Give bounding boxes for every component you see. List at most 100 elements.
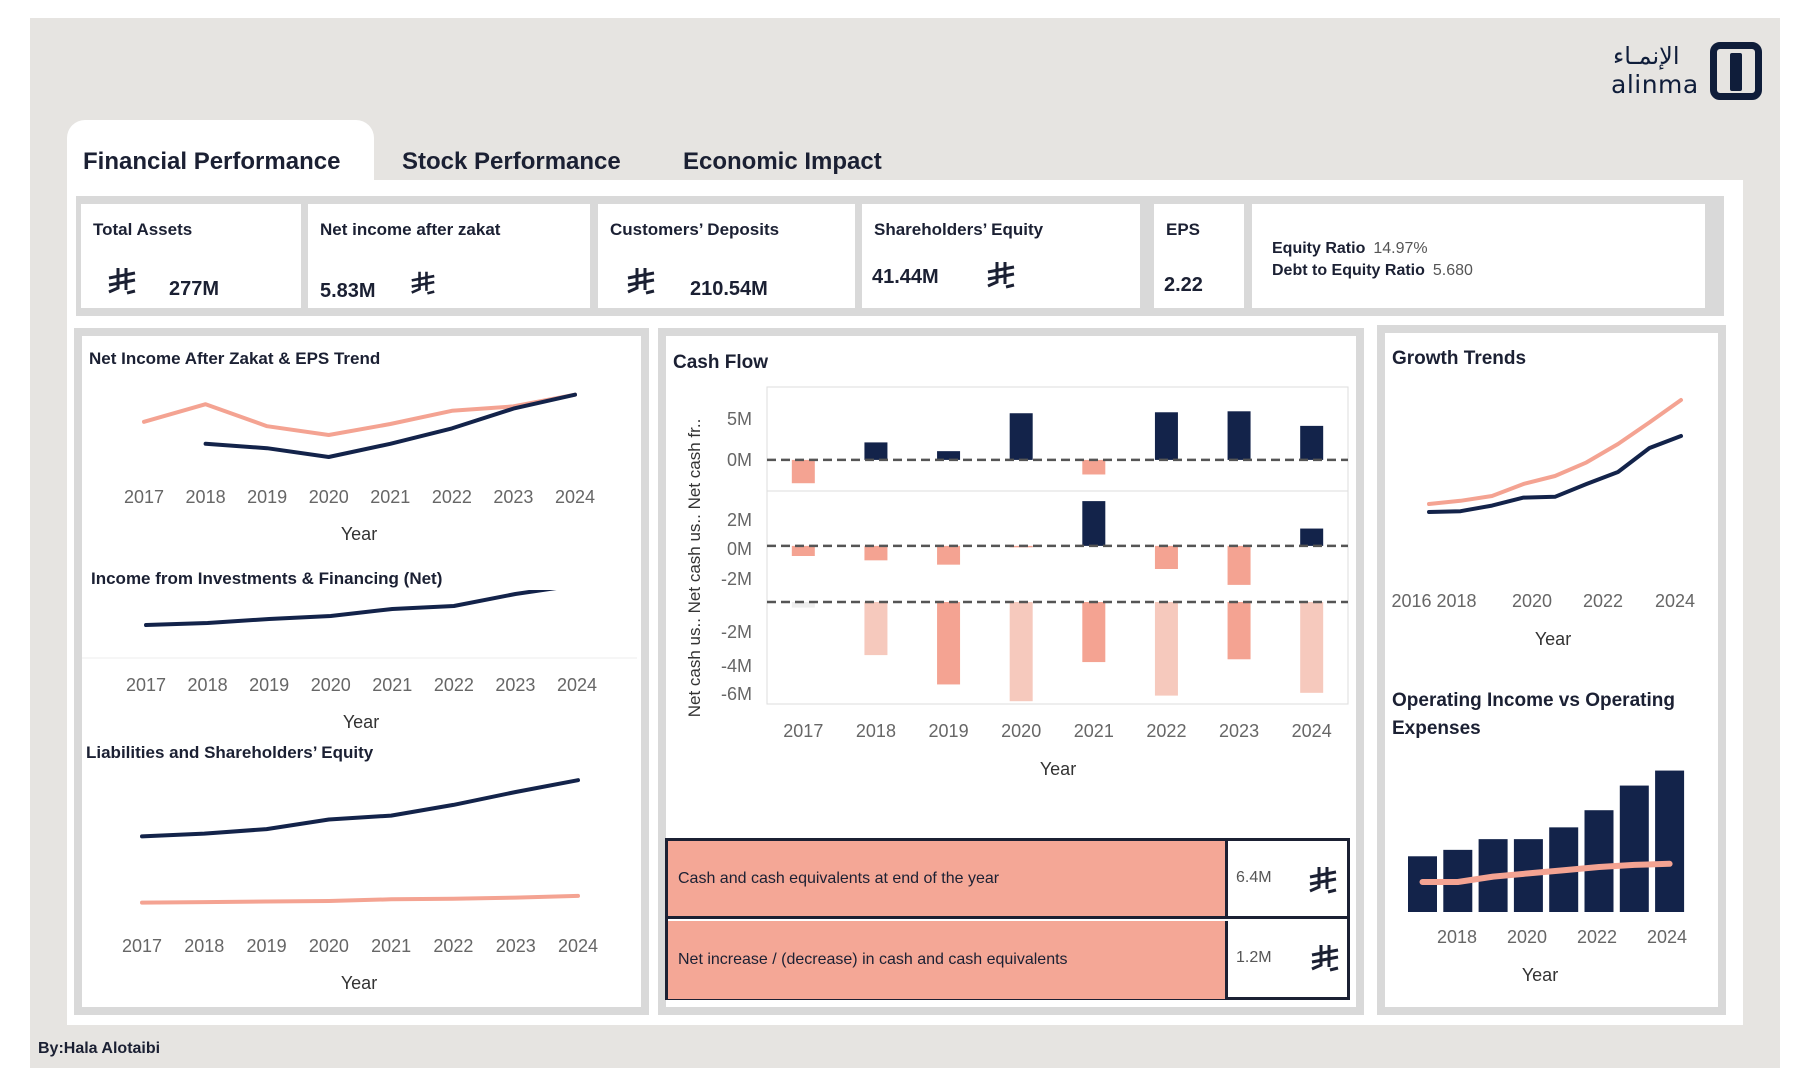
x-tick-label: 2022 bbox=[432, 487, 472, 507]
alinma-logo-icon bbox=[1710, 42, 1762, 100]
y-tick-label: -6M bbox=[721, 684, 752, 704]
y-tick-label: -2M bbox=[721, 569, 752, 589]
kpi-customers-deposits: Customers’ Deposits 210.54M bbox=[598, 204, 855, 308]
x-tick-label: 2019 bbox=[247, 487, 287, 507]
logo-arabic-text: الإنمـاء bbox=[1613, 42, 1680, 70]
debt-to-equity-ratio: Debt to Equity Ratio 5.680 bbox=[1272, 262, 1473, 280]
bar bbox=[1082, 602, 1106, 663]
x-tick-label: 2018 bbox=[856, 721, 896, 741]
tab-economic-impact[interactable]: Economic Impact bbox=[683, 148, 882, 175]
author-credit: By:Hala Alotaibi bbox=[38, 1040, 161, 1057]
bar bbox=[1227, 545, 1251, 585]
debt-equity-label: Debt to Equity Ratio bbox=[1272, 262, 1425, 279]
bar bbox=[791, 602, 815, 608]
x-tick-label: 2020 bbox=[1507, 927, 1547, 947]
series-line-expenses bbox=[1419, 860, 1673, 885]
x-tick-label: 2024 bbox=[1647, 927, 1687, 947]
saudi-riyal-symbol-icon bbox=[1309, 867, 1337, 894]
x-axis-label: Year bbox=[1040, 759, 1076, 779]
growth-trends-chart: 2016 2018 2020 2022 2024 Year bbox=[1391, 398, 1695, 649]
liabilities-equity-chart: 2017 2018 2019 2020 2021 2022 2023 2024 Year bbox=[122, 778, 598, 993]
tab-stock-performance[interactable]: Stock Performance bbox=[402, 148, 621, 175]
bar bbox=[937, 602, 961, 685]
x-tick-label: 2021 bbox=[372, 675, 412, 695]
x-tick-label: 2022 bbox=[1577, 927, 1617, 947]
series-line-1 bbox=[140, 893, 580, 905]
series-line-0 bbox=[1427, 398, 1683, 506]
bar bbox=[1300, 528, 1324, 546]
y-tick-label: 0M bbox=[727, 450, 752, 470]
cash-end-of-year-value: 6.4M bbox=[1236, 869, 1272, 886]
x-tick-label: 2018 bbox=[184, 936, 224, 956]
x-tick-label: 2021 bbox=[370, 487, 410, 507]
x-tick-label: 2024 bbox=[555, 487, 595, 507]
y-tick-label: 2M bbox=[727, 510, 752, 530]
x-tick-label: 2021 bbox=[1074, 721, 1114, 741]
bar bbox=[864, 602, 888, 656]
bar bbox=[1227, 411, 1251, 460]
x-tick-label: 2019 bbox=[247, 936, 287, 956]
x-axis-label: Year bbox=[341, 524, 377, 544]
chart-title-operating-income-expenses: Operating Income vs Operating Expenses bbox=[1392, 690, 1675, 739]
net-increase-value: 1.2M bbox=[1236, 949, 1272, 966]
cash-end-of-year-label: Cash and cash equivalents at end of the … bbox=[668, 841, 1228, 916]
debt-equity-value: 5.680 bbox=[1432, 262, 1473, 279]
x-tick-label: 2021 bbox=[371, 936, 411, 956]
kpi-value: 5.83M bbox=[320, 280, 376, 302]
y-tick-label: 0M bbox=[727, 539, 752, 559]
x-tick-label: 2018 bbox=[188, 675, 228, 695]
bar bbox=[1300, 425, 1324, 460]
saudi-riyal-symbol-icon bbox=[1311, 945, 1339, 972]
bar bbox=[1655, 770, 1685, 912]
bar bbox=[791, 459, 815, 484]
logo-english-text: alinma bbox=[1611, 70, 1699, 99]
x-tick-label: 2017 bbox=[783, 721, 823, 741]
kpi-ratios: Equity Ratio 14.97% Debt to Equity Ratio 5… bbox=[1252, 204, 1705, 308]
bar bbox=[1082, 501, 1106, 546]
x-tick-label: 2023 bbox=[493, 487, 533, 507]
bar bbox=[1619, 785, 1649, 912]
kpi-net-income: Net income after zakat 5.83M bbox=[308, 204, 590, 308]
x-tick-label: 2016 2018 bbox=[1391, 591, 1476, 611]
net-increase-label: Net increase / (decrease) in cash and ca… bbox=[668, 921, 1228, 999]
saudi-riyal-symbol-icon bbox=[108, 268, 136, 295]
kpi-row: Total Assets 277M Net income after zakat… bbox=[76, 196, 1724, 316]
x-tick-label: 2019 bbox=[249, 675, 289, 695]
x-tick-label: 2024 bbox=[1655, 591, 1695, 611]
kpi-label: Net income after zakat bbox=[320, 220, 501, 239]
x-axis-label: Year bbox=[1535, 629, 1571, 649]
x-tick-label: 2020 bbox=[311, 675, 351, 695]
bar bbox=[1300, 602, 1324, 693]
chart-title-investments-financing: Income from Investments & Financing (Net… bbox=[91, 569, 443, 588]
investments-financing-chart: 2017 2018 2019 2020 2021 2022 2023 2024 Year bbox=[82, 590, 637, 732]
x-tick-label: 2023 bbox=[1219, 721, 1259, 741]
x-tick-label: 2024 bbox=[557, 675, 597, 695]
cash-summary-table: Cash and cash equivalents at end of the … bbox=[665, 838, 1350, 1000]
x-tick-label: 2022 bbox=[434, 675, 474, 695]
y-tick-label: 5M bbox=[727, 409, 752, 429]
bar bbox=[1082, 459, 1106, 475]
chart-title-cash-flow: Cash Flow bbox=[673, 352, 769, 373]
bar bbox=[937, 545, 961, 565]
chart-title-net-income-eps: Net Income After Zakat & EPS Trend bbox=[89, 349, 381, 368]
bar bbox=[1009, 413, 1033, 460]
kpi-label: Total Assets bbox=[93, 220, 193, 239]
x-tick-label: 2017 bbox=[126, 675, 166, 695]
table-row: Cash and cash equivalents at end of the … bbox=[668, 841, 1347, 919]
bar bbox=[1227, 602, 1251, 660]
y-axis-label: Net cash us.. Net cash us.. Net cash fr.… bbox=[685, 419, 704, 718]
bar bbox=[1154, 602, 1178, 696]
x-tick-label: 2020 bbox=[309, 936, 349, 956]
cash-flow-chart: 5M 0M 2M 0M -2M -2M -4M -6M 2017 2018 2019 2020 2021… bbox=[685, 386, 1349, 779]
series-line-1 bbox=[1427, 434, 1683, 514]
equity-ratio-label: Equity Ratio bbox=[1272, 240, 1366, 257]
x-tick-label: 2024 bbox=[1292, 721, 1332, 741]
bar bbox=[1584, 810, 1614, 912]
saudi-riyal-symbol-icon bbox=[987, 262, 1015, 289]
x-tick-label: 2023 bbox=[495, 675, 535, 695]
x-tick-label: 2022 bbox=[1583, 591, 1623, 611]
tab-financial-performance[interactable]: Financial Performance bbox=[67, 120, 374, 182]
x-axis-label: Year bbox=[343, 712, 379, 732]
kpi-label: EPS bbox=[1166, 220, 1201, 239]
saudi-riyal-symbol-icon bbox=[627, 268, 655, 295]
